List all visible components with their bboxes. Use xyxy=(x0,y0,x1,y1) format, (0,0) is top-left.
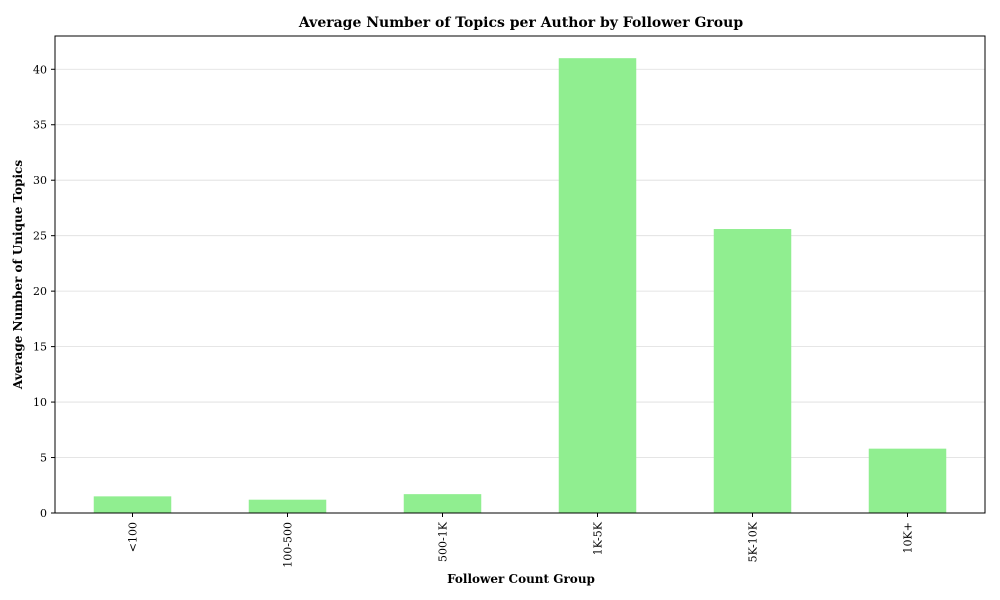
y-axis-ticks: 0 5 10 15 20 25 30 35 40 xyxy=(33,63,55,520)
bar xyxy=(248,499,327,513)
plot-frame xyxy=(54,35,986,514)
x-tick-label: 1K-5K xyxy=(592,521,605,555)
x-tick-label: 500-1K xyxy=(437,521,450,562)
y-axis-label: Average Number of Unique Topics xyxy=(11,160,25,390)
x-tick-label: 100-500 xyxy=(282,522,295,568)
x-tick-label: 10K+ xyxy=(902,522,915,553)
x-axis-label: Follower Count Group xyxy=(447,572,595,586)
bar xyxy=(868,448,947,513)
y-tick-label: 0 xyxy=(40,507,47,520)
x-axis-ticks: <100 100-500 500-1K 1K-5K 5K-10K 10K+ xyxy=(127,513,915,568)
y-tick-label: 20 xyxy=(33,285,47,298)
bar xyxy=(713,229,792,513)
y-tick-label: 5 xyxy=(40,452,47,465)
y-tick-label: 25 xyxy=(33,230,47,243)
bar xyxy=(403,494,482,513)
y-tick-label: 35 xyxy=(33,119,47,132)
y-tick-label: 40 xyxy=(33,63,47,76)
x-tick-label: <100 xyxy=(127,522,140,552)
y-tick-label: 30 xyxy=(33,174,47,187)
bars xyxy=(93,58,947,514)
y-tick-label: 10 xyxy=(33,396,47,409)
x-tick-label: 5K-10K xyxy=(747,521,760,562)
bar xyxy=(558,58,637,514)
grid-lines xyxy=(55,68,985,458)
y-tick-label: 15 xyxy=(33,341,47,354)
bar xyxy=(93,496,172,513)
chart-title: Average Number of Topics per Author by F… xyxy=(298,15,743,31)
